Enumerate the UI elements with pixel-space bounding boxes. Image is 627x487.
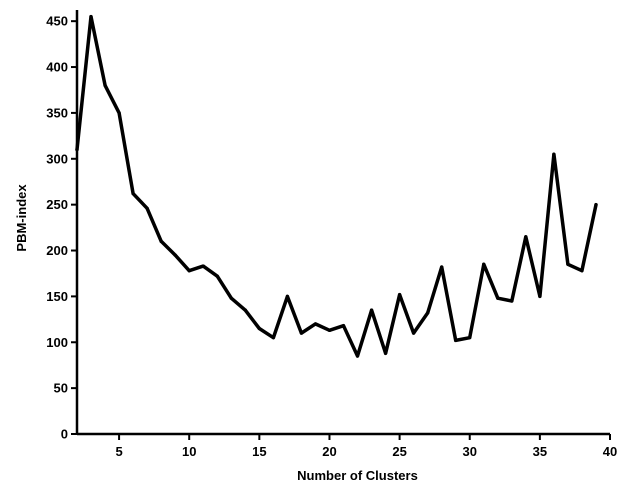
- data-point: [510, 299, 514, 303]
- series-group: [75, 14, 598, 358]
- data-point: [313, 322, 318, 326]
- y-tick-label: 0: [61, 427, 68, 442]
- y-tick-label: 450: [46, 14, 68, 29]
- data-point: [412, 331, 416, 335]
- x-axis: 5 10 15 20 25 30 35 40: [115, 434, 617, 459]
- y-tick-label: 200: [46, 243, 68, 258]
- x-tick-label: 5: [115, 444, 122, 459]
- x-tick-label: 25: [392, 444, 406, 459]
- data-point: [103, 83, 107, 87]
- data-point: [552, 152, 556, 156]
- x-tick-label: 35: [533, 444, 547, 459]
- data-point: [426, 311, 430, 315]
- data-point: [482, 262, 486, 266]
- y-tick-label: 300: [46, 151, 68, 166]
- y-tick-label: 400: [46, 60, 68, 75]
- data-point: [215, 274, 219, 278]
- data-point: [383, 351, 388, 355]
- data-point: [566, 262, 570, 266]
- data-point: [580, 269, 584, 273]
- data-point: [145, 206, 149, 210]
- data-point: [159, 239, 163, 243]
- data-point: [201, 264, 205, 268]
- data-point: [398, 292, 402, 297]
- data-point: [257, 326, 261, 331]
- y-tick-label: 250: [46, 197, 68, 212]
- x-tick-label: 15: [252, 444, 266, 459]
- x-tick-label: 40: [603, 444, 617, 459]
- y-axis: 0 50 100 150 200 250 300 350 400 450: [46, 14, 77, 442]
- y-tick-label: 150: [46, 289, 68, 304]
- x-axis-title: Number of Clusters: [297, 468, 418, 483]
- data-point: [271, 336, 275, 340]
- data-point: [369, 308, 374, 312]
- y-axis-title: PBM-index: [14, 184, 29, 252]
- data-point: [468, 336, 472, 340]
- data-point: [173, 253, 177, 257]
- data-point: [440, 265, 444, 269]
- data-point: [341, 324, 346, 328]
- data-point: [594, 203, 598, 207]
- data-point: [229, 296, 233, 300]
- data-point: [538, 294, 542, 298]
- data-point: [131, 192, 135, 196]
- data-point: [243, 308, 247, 312]
- data-point: [454, 338, 458, 343]
- x-tick-label: 30: [463, 444, 477, 459]
- data-point: [187, 269, 191, 273]
- data-point: [89, 14, 93, 19]
- y-tick-label: 350: [46, 105, 68, 120]
- data-point: [299, 331, 304, 335]
- data-point: [285, 294, 289, 298]
- data-point: [117, 111, 121, 115]
- data-point: [496, 296, 500, 300]
- data-point: [524, 235, 528, 239]
- y-tick-label: 50: [54, 381, 68, 396]
- y-tick-label: 100: [46, 335, 68, 350]
- x-tick-label: 20: [322, 444, 336, 459]
- data-point: [355, 354, 360, 358]
- series-line: [75, 14, 598, 358]
- data-point: [327, 328, 332, 332]
- x-tick-label: 10: [182, 444, 196, 459]
